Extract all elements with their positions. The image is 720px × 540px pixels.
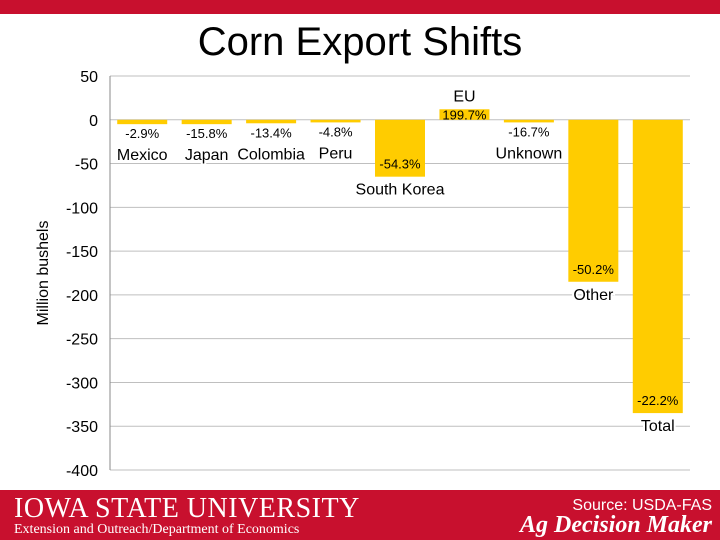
category-label: Peru bbox=[319, 145, 353, 162]
category-label: South Korea bbox=[356, 182, 445, 199]
page-title: Corn Export Shifts bbox=[197, 20, 523, 64]
category-label: Japan bbox=[185, 147, 229, 164]
data-label: -2.9% bbox=[125, 126, 159, 141]
bar bbox=[117, 119, 168, 125]
data-label: -54.3% bbox=[379, 157, 421, 172]
data-label: -50.2% bbox=[573, 262, 615, 277]
data-label: -4.8% bbox=[319, 124, 353, 139]
bar bbox=[375, 119, 425, 177]
y-tick-label: -400 bbox=[66, 463, 98, 480]
data-label: -16.7% bbox=[508, 124, 550, 139]
source-label: Source: USDA-FAS bbox=[572, 497, 712, 514]
category-label: EU bbox=[453, 88, 475, 105]
y-tick-label: -300 bbox=[66, 375, 98, 392]
y-tick-label: -100 bbox=[66, 200, 98, 217]
data-label: -15.8% bbox=[186, 126, 228, 141]
y-axis-label: Million bushels bbox=[35, 221, 52, 326]
bar bbox=[310, 119, 361, 123]
footer-bar bbox=[0, 490, 720, 540]
bar bbox=[632, 119, 683, 414]
bar bbox=[439, 109, 490, 120]
bar bbox=[181, 119, 232, 125]
data-label: -13.4% bbox=[251, 125, 293, 140]
y-tick-label: 0 bbox=[89, 113, 98, 130]
bar bbox=[568, 119, 619, 282]
bar bbox=[246, 119, 297, 124]
y-tick-label: -200 bbox=[66, 288, 98, 305]
bar bbox=[503, 119, 554, 123]
data-label: -22.2% bbox=[637, 393, 679, 408]
department-label: Extension and Outreach/Department of Eco… bbox=[14, 522, 300, 537]
top-banner bbox=[0, 0, 720, 14]
brand-logo: Ag Decision Maker bbox=[520, 512, 712, 538]
y-tick-label: 50 bbox=[80, 69, 98, 86]
category-label: Colombia bbox=[237, 146, 305, 163]
category-label: Total bbox=[641, 418, 675, 435]
chart: 50 0 -50 -100 -150 -200 -250 -300 -350 -400 -2.9%… bbox=[35, 69, 690, 480]
isu-logo: IOWA STATE UNIVERSITY bbox=[14, 493, 360, 524]
category-label: Mexico bbox=[117, 147, 168, 164]
category-label: Other bbox=[573, 287, 614, 304]
data-label: 199.7% bbox=[442, 107, 487, 122]
y-tick-label: -150 bbox=[66, 244, 98, 261]
category-label: Unknown bbox=[496, 145, 563, 162]
y-tick-label: -350 bbox=[66, 419, 98, 436]
y-tick-label: -250 bbox=[66, 332, 98, 349]
y-tick-label: -50 bbox=[75, 157, 98, 174]
